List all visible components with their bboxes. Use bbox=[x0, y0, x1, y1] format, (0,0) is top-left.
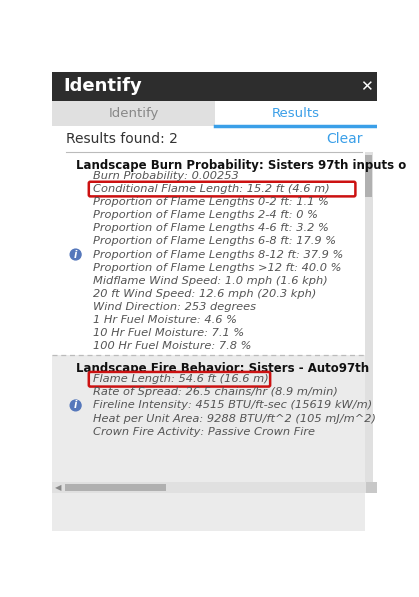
Text: Crown Fire Activity: Passive Crown Fire: Crown Fire Activity: Passive Crown Fire bbox=[93, 427, 315, 436]
Text: Burn Probability: 0.00253: Burn Probability: 0.00253 bbox=[93, 171, 238, 181]
FancyBboxPatch shape bbox=[52, 355, 365, 531]
Text: Proportion of Flame Lengths >12 ft: 40.0 %: Proportion of Flame Lengths >12 ft: 40.0… bbox=[93, 263, 341, 273]
Text: i: i bbox=[74, 401, 78, 410]
Text: Landscape Burn Probability: Sisters 97th inputs o: Landscape Burn Probability: Sisters 97th… bbox=[75, 159, 406, 172]
Text: 1 Hr Fuel Moisture: 4.6 %: 1 Hr Fuel Moisture: 4.6 % bbox=[93, 315, 237, 325]
Text: ✕: ✕ bbox=[360, 79, 372, 94]
Text: Proportion of Flame Lengths 0-2 ft: 1.1 %: Proportion of Flame Lengths 0-2 ft: 1.1 … bbox=[93, 197, 328, 207]
Text: Proportion of Flame Lengths 6-8 ft: 17.9 %: Proportion of Flame Lengths 6-8 ft: 17.9… bbox=[93, 236, 336, 247]
FancyBboxPatch shape bbox=[52, 482, 377, 493]
FancyBboxPatch shape bbox=[52, 101, 215, 125]
Text: Proportion of Flame Lengths 4-6 ft: 3.2 %: Proportion of Flame Lengths 4-6 ft: 3.2 … bbox=[93, 223, 328, 233]
Text: 100 Hr Fuel Moisture: 7.8 %: 100 Hr Fuel Moisture: 7.8 % bbox=[93, 341, 251, 351]
FancyBboxPatch shape bbox=[366, 482, 377, 493]
Circle shape bbox=[70, 400, 81, 411]
Text: Results: Results bbox=[272, 107, 320, 120]
Text: Flame Length: 54.6 ft (16.6 m): Flame Length: 54.6 ft (16.6 m) bbox=[93, 374, 269, 384]
FancyBboxPatch shape bbox=[89, 372, 270, 387]
Text: Clear: Clear bbox=[326, 131, 362, 146]
Text: Proportion of Flame Lengths 8-12 ft: 37.9 %: Proportion of Flame Lengths 8-12 ft: 37.… bbox=[93, 250, 343, 260]
Text: 10 Hr Fuel Moisture: 7.1 %: 10 Hr Fuel Moisture: 7.1 % bbox=[93, 328, 244, 338]
Text: Heat per Unit Area: 9288 BTU/ft^2 (105 mJ/m^2): Heat per Unit Area: 9288 BTU/ft^2 (105 m… bbox=[93, 414, 376, 423]
FancyBboxPatch shape bbox=[65, 484, 166, 491]
Text: Fireline Intensity: 4515 BTU/ft-sec (15619 kW/m): Fireline Intensity: 4515 BTU/ft-sec (156… bbox=[93, 401, 372, 410]
FancyBboxPatch shape bbox=[365, 155, 372, 197]
Text: Conditional Flame Length: 15.2 ft (4.6 m): Conditional Flame Length: 15.2 ft (4.6 m… bbox=[93, 184, 329, 194]
FancyBboxPatch shape bbox=[52, 125, 377, 531]
FancyBboxPatch shape bbox=[52, 101, 377, 125]
FancyBboxPatch shape bbox=[89, 181, 355, 196]
Circle shape bbox=[70, 249, 81, 260]
Text: Identify: Identify bbox=[63, 77, 142, 96]
Text: Landscape Fire Behavior: Sisters - Auto97th: Landscape Fire Behavior: Sisters - Auto9… bbox=[75, 362, 369, 375]
Text: ▶: ▶ bbox=[368, 483, 375, 492]
Text: Identify: Identify bbox=[109, 107, 159, 120]
Text: Proportion of Flame Lengths 2-4 ft: 0 %: Proportion of Flame Lengths 2-4 ft: 0 % bbox=[93, 210, 318, 220]
FancyBboxPatch shape bbox=[52, 72, 377, 101]
Text: ◀: ◀ bbox=[54, 483, 61, 492]
Text: Rate of Spread: 26.5 chains/hr (8.9 m/min): Rate of Spread: 26.5 chains/hr (8.9 m/mi… bbox=[93, 387, 338, 398]
Text: i: i bbox=[74, 250, 78, 260]
Text: Results found: 2: Results found: 2 bbox=[66, 131, 178, 146]
FancyBboxPatch shape bbox=[365, 152, 373, 483]
Text: Midflame Wind Speed: 1.0 mph (1.6 kph): Midflame Wind Speed: 1.0 mph (1.6 kph) bbox=[93, 276, 327, 286]
FancyBboxPatch shape bbox=[215, 101, 377, 125]
Text: 20 ft Wind Speed: 12.6 mph (20.3 kph): 20 ft Wind Speed: 12.6 mph (20.3 kph) bbox=[93, 289, 316, 298]
Text: Wind Direction: 253 degrees: Wind Direction: 253 degrees bbox=[93, 302, 256, 312]
